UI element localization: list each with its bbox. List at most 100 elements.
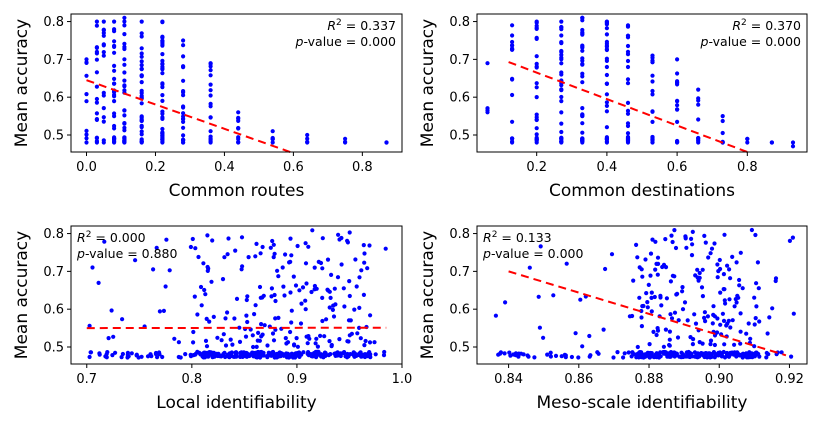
data-point [167,268,172,273]
data-point [208,104,213,109]
data-point [337,337,342,342]
data-point [336,232,341,237]
data-point [94,70,99,75]
data-point [683,354,688,359]
data-point [609,252,615,257]
data-point [559,49,564,55]
data-point [738,311,743,316]
data-point [559,94,564,100]
data-point [519,351,524,356]
x-tick-label: 0.0 [76,160,97,175]
data-point [345,339,350,344]
data-point [744,331,749,336]
data-point [230,342,235,347]
data-point [734,260,739,265]
data-point [548,354,554,359]
chart-panel-3: 0.7 0.8 0.9 1.0 0.5 0.6 0.7 0.8 Local identifiab… [12,225,412,413]
data-point [271,255,276,260]
data-point [260,244,265,250]
data-point [97,351,102,356]
data-point [604,72,610,78]
data-point [84,99,89,104]
data-point [559,57,564,62]
data-point [105,350,110,355]
data-point [675,99,680,104]
data-point [101,119,106,124]
data-point [160,71,165,76]
data-point [338,351,343,356]
data-point [84,140,89,145]
data-point [325,257,331,262]
data-point [280,265,285,270]
data-point [272,251,277,256]
data-point [273,298,278,304]
data-point [208,68,213,73]
data-point [237,325,242,330]
data-point [672,350,677,355]
data-point [643,257,648,262]
data-point [720,118,725,124]
data-point [139,101,144,106]
data-point [754,281,759,286]
data-point [254,344,259,349]
y-axis-label: Mean accuracy [12,231,32,359]
data-point [749,351,754,356]
data-point [84,132,89,137]
data-point [294,336,299,341]
data-point [382,349,387,355]
data-point [787,238,793,243]
data-point [559,52,564,58]
chart-panel-4: 0.84 0.86 0.88 0.90 0.92 0.5 0.6 0.7 0.8 Meso-sca… [418,225,808,413]
data-point [604,109,610,114]
data-point [289,320,294,325]
data-point [109,308,114,313]
data-point [525,353,530,358]
data-point [696,102,701,107]
data-point [270,137,275,142]
data-point [101,106,106,111]
data-point [347,230,352,235]
data-point [720,130,725,136]
data-point [712,314,718,319]
data-point [293,283,299,288]
data-point [372,340,377,345]
data-point [343,139,348,144]
data-point [680,307,686,312]
data-point [752,295,757,300]
data-point [668,279,674,284]
data-point [353,257,358,262]
data-point [94,136,99,141]
data-point [330,307,335,312]
data-point [160,93,165,98]
r-squared-annotation: R2 = 0.000 [77,230,146,245]
data-point [287,260,292,265]
data-point [701,351,706,356]
data-point [580,58,585,63]
data-point [720,311,726,316]
data-point [639,324,645,329]
data-point [354,284,359,289]
data-point [221,332,226,337]
data-point [243,334,249,339]
data-point [280,351,285,356]
data-point [160,98,165,103]
y-tick-label: 0.8 [43,15,64,30]
x-tick-label: 0.8 [181,372,202,387]
data-point [157,309,162,314]
data-point [289,308,294,313]
data-point [228,337,233,342]
p-value-annotation: p-value = 0.000 [295,34,397,49]
data-point [660,264,665,270]
data-point [625,43,631,49]
data-point [717,257,722,263]
data-point [181,104,186,109]
data-point [753,316,758,321]
data-point [139,80,144,85]
data-point [163,284,168,289]
data-point [94,111,99,116]
data-point [208,139,213,144]
data-point [301,350,306,355]
y-axis-label: Mean accuracy [418,231,438,359]
data-point [702,233,707,238]
data-point [708,342,713,347]
